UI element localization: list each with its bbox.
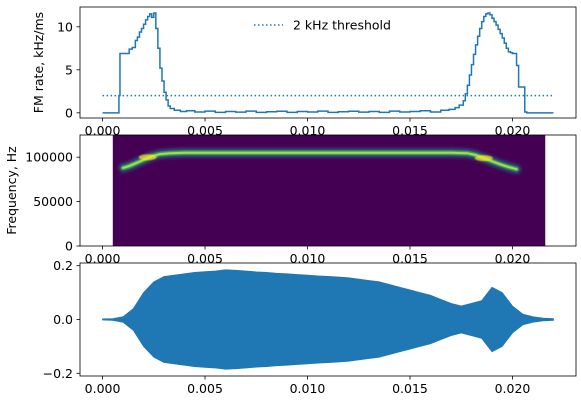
spectrogram-y-axis: 0 50000 100000 — [25, 150, 80, 254]
spectrogram-panel: 0.000 0.005 0.010 0.015 0.020 0 50000 100000 F… — [4, 134, 577, 266]
y-tick-label: 0 — [65, 239, 73, 254]
y-tick-label: −0.2 — [43, 366, 73, 381]
spectrogram-plot-area — [112, 135, 546, 246]
x-tick-label: 0.005 — [187, 123, 223, 138]
spectrogram-frame — [79, 134, 577, 247]
y-tick-label: 100000 — [25, 150, 73, 165]
spectrogram-ridge — [118, 148, 522, 174]
spectrogram-x-axis: 0.000 0.005 0.010 0.015 0.020 — [85, 246, 531, 266]
y-tick-label: 0 — [65, 105, 73, 120]
x-tick-label: 0.000 — [85, 123, 121, 138]
x-tick-label: 0.020 — [495, 123, 531, 138]
fm-rate-line — [102, 12, 554, 114]
fm-rate-frame — [79, 6, 577, 119]
ridge-peak — [138, 154, 157, 161]
waveform-panel: 0.000 0.005 0.010 0.015 0.020 −0.2 0.0 0.2 — [43, 258, 577, 396]
x-tick-label: 0.015 — [392, 123, 428, 138]
y-tick-label: 10 — [57, 19, 73, 34]
x-tick-label: 0.010 — [290, 251, 326, 266]
y-tick-label: 5 — [65, 62, 73, 77]
x-tick-label: 0.020 — [495, 381, 531, 396]
legend-threshold-label: 2 kHz threshold — [293, 18, 391, 33]
ridge-peak — [474, 155, 493, 162]
fm-rate-plot-area — [102, 12, 554, 114]
fm-rate-x-axis: 0.000 0.005 0.010 0.015 0.020 — [85, 118, 531, 138]
fm-rate-legend: 2 kHz threshold — [254, 18, 391, 33]
x-tick-label: 0.015 — [392, 381, 428, 396]
y-tick-label: 0.0 — [53, 312, 73, 327]
x-tick-label: 0.020 — [495, 251, 531, 266]
y-tick-label: 50000 — [33, 194, 73, 209]
fm-rate-y-label: FM rate, kHz/ms — [31, 12, 46, 113]
x-tick-label: 0.000 — [85, 251, 121, 266]
waveform-signal — [102, 269, 554, 370]
x-tick-label: 0.010 — [290, 123, 326, 138]
waveform-x-axis: 0.000 0.005 0.010 0.015 0.020 — [85, 376, 531, 396]
fm-rate-y-axis: 0 5 10 — [57, 19, 80, 120]
x-tick-label: 0.015 — [392, 251, 428, 266]
y-tick-label: 0.2 — [53, 258, 73, 273]
x-tick-label: 0.005 — [187, 251, 223, 266]
x-tick-label: 0.010 — [290, 381, 326, 396]
waveform-plot-area — [102, 269, 554, 370]
x-tick-label: 0.000 — [85, 381, 121, 396]
fm-rate-panel: 0.000 0.005 0.010 0.015 0.020 0 5 10 FM rate, … — [31, 6, 577, 138]
spectrogram-y-label: Frequency, Hz — [4, 146, 19, 235]
waveform-y-axis: −0.2 0.0 0.2 — [43, 258, 80, 381]
x-tick-label: 0.005 — [187, 381, 223, 396]
